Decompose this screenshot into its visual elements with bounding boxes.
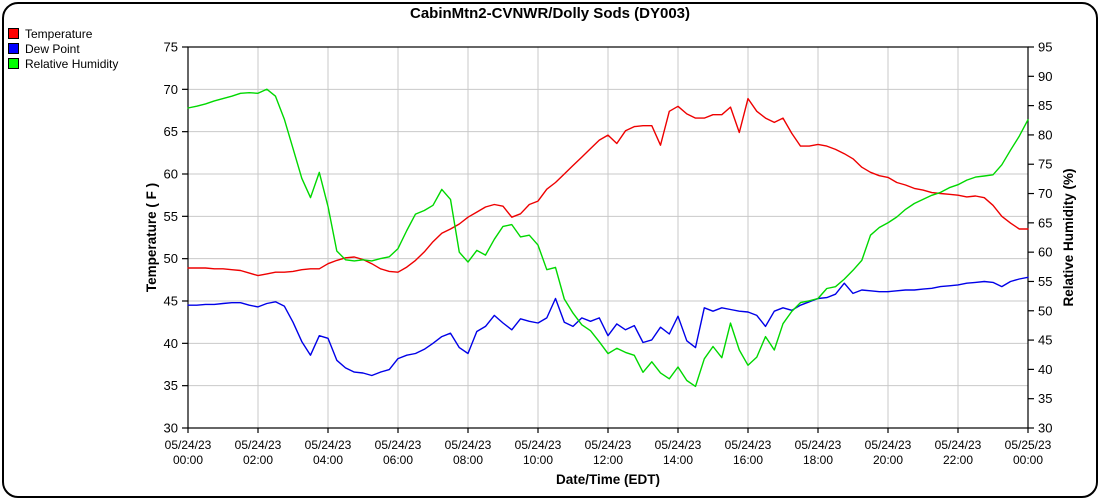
x-tick-date-label: 05/24/23 (585, 438, 632, 452)
x-tick-time-label: 08:00 (453, 453, 483, 467)
left-tick-label: 30 (164, 421, 178, 436)
x-tick-date-label: 05/24/23 (515, 438, 562, 452)
left-tick-label: 75 (164, 40, 178, 55)
x-tick-date-label: 05/24/23 (165, 438, 212, 452)
x-axis-title: Date/Time (EDT) (556, 472, 660, 487)
left-tick-label: 70 (164, 82, 178, 97)
right-tick-label: 50 (1038, 303, 1052, 318)
right-tick-label: 80 (1038, 127, 1052, 142)
x-tick-time-label: 22:00 (943, 453, 973, 467)
x-tick-date-label: 05/24/23 (655, 438, 702, 452)
x-tick-date-label: 05/24/23 (935, 438, 982, 452)
right-tick-label: 45 (1038, 333, 1052, 348)
right-tick-label: 70 (1038, 186, 1052, 201)
legend-item-relative-humidity: Relative Humidity (8, 56, 118, 71)
right-tick-label: 65 (1038, 215, 1052, 230)
x-tick-time-label: 20:00 (873, 453, 903, 467)
legend-label-temperature: Temperature (25, 26, 93, 41)
left-tick-label: 40 (164, 336, 178, 351)
right-tick-label: 40 (1038, 362, 1052, 377)
left-tick-label: 50 (164, 251, 178, 266)
left-tick-label: 35 (164, 378, 178, 393)
x-tick-time-label: 18:00 (803, 453, 833, 467)
legend-label-relative-humidity: Relative Humidity (25, 56, 119, 71)
x-tick-time-label: 16:00 (733, 453, 763, 467)
x-tick-time-label: 04:00 (313, 453, 343, 467)
x-tick-date-label: 05/24/23 (305, 438, 352, 452)
legend-swatch-dew-point (8, 43, 19, 54)
x-tick-time-label: 00:00 (173, 453, 203, 467)
x-tick-date-label: 05/24/23 (725, 438, 772, 452)
y-right-axis-title: Relative Humidity (%) (1061, 168, 1076, 306)
legend-item-dew-point: Dew Point (8, 41, 118, 56)
legend-item-temperature: Temperature (8, 26, 118, 41)
x-tick-date-label: 05/25/23 (1005, 438, 1052, 452)
right-tick-label: 90 (1038, 69, 1052, 84)
right-tick-label: 95 (1038, 40, 1052, 55)
left-tick-label: 65 (164, 124, 178, 139)
right-tick-label: 60 (1038, 245, 1052, 260)
x-tick-date-label: 05/24/23 (375, 438, 422, 452)
series-line-dew-point (187, 276, 1029, 377)
x-tick-time-label: 06:00 (383, 453, 413, 467)
legend-swatch-relative-humidity (8, 58, 19, 69)
x-tick-time-label: 10:00 (523, 453, 553, 467)
x-tick-date-label: 05/24/23 (795, 438, 842, 452)
x-tick-time-label: 12:00 (593, 453, 623, 467)
y-left-axis-title: Temperature ( F ) (144, 183, 159, 292)
x-tick-date-label: 05/24/23 (865, 438, 912, 452)
left-tick-label: 55 (164, 209, 178, 224)
chart-title: CabinMtn2-CVNWR/Dolly Sods (DY003) (409, 5, 691, 22)
right-tick-label: 55 (1038, 274, 1052, 289)
right-tick-label: 85 (1038, 98, 1052, 113)
right-tick-label: 30 (1038, 421, 1052, 436)
legend-label-dew-point: Dew Point (25, 41, 80, 56)
right-tick-label: 75 (1038, 157, 1052, 172)
left-tick-label: 60 (164, 167, 178, 182)
x-tick-date-label: 05/24/23 (235, 438, 282, 452)
left-tick-label: 45 (164, 294, 178, 309)
right-tick-label: 35 (1038, 391, 1052, 406)
x-tick-time-label: 14:00 (663, 453, 693, 467)
x-tick-date-label: 05/24/23 (445, 438, 492, 452)
series-line-temperature (187, 97, 1029, 277)
x-tick-time-label: 02:00 (243, 453, 273, 467)
series-line-relative-humidity (187, 88, 1029, 388)
chart-legend: Temperature Dew Point Relative Humidity (8, 26, 118, 71)
legend-swatch-temperature (8, 28, 19, 39)
x-tick-time-label: 00:00 (1013, 453, 1043, 467)
